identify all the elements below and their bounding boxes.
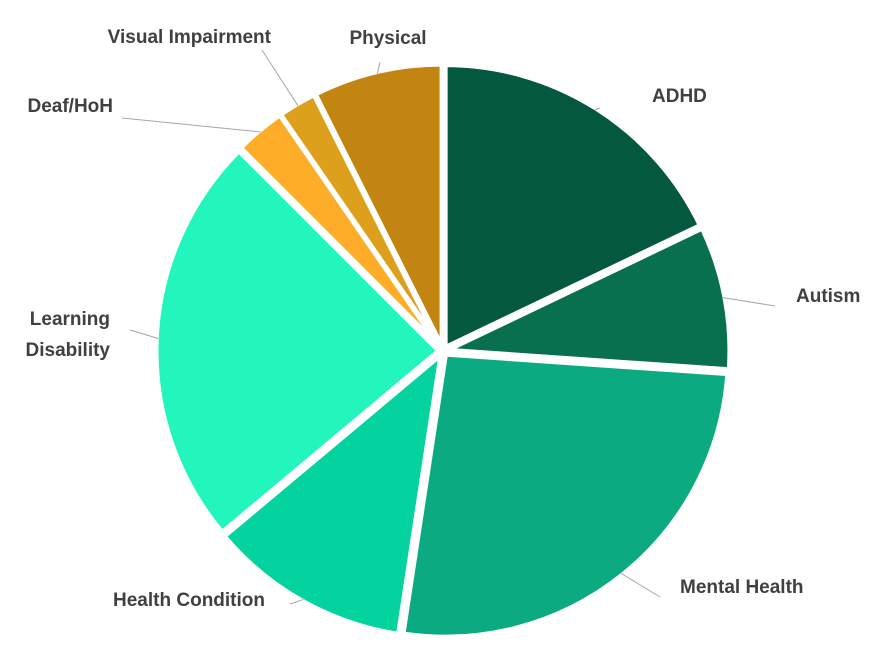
leader-line-physical [376,61,381,74]
pie-slice-mental-health [400,351,731,640]
slice-label-deaf-hoh: Deaf/HoH [27,96,113,117]
leader-line-health-condition [289,598,304,605]
leader-line-learning-disability [129,329,159,339]
slice-label-learning-disability: Learning Disability [26,309,111,361]
pie-slice-adhd [442,62,703,351]
slice-labels: ADHD Autism Mental Health Health Condition L… [26,27,861,611]
pie-slice-autism [444,225,733,373]
leader-lines [121,49,776,605]
slice-label-adhd: ADHD [652,86,707,107]
slice-label-health-condition: Health Condition [113,590,265,611]
slice-label-physical: Physical [349,28,426,49]
leader-line-deaf-hoh [121,117,261,133]
leader-line-mental-health [620,572,661,598]
slice-label-visual-impairment: Visual Impairment [108,27,272,48]
slice-label-autism: Autism [796,286,860,307]
leader-line-adhd [594,107,601,111]
leader-line-visual-impairment [261,49,299,106]
pie-slices [153,61,733,640]
slice-label-mental-health: Mental Health [680,577,804,598]
pie-slice-physical [312,61,445,350]
leader-line-autism [722,297,776,307]
pie-slice-health-condition [221,351,444,637]
